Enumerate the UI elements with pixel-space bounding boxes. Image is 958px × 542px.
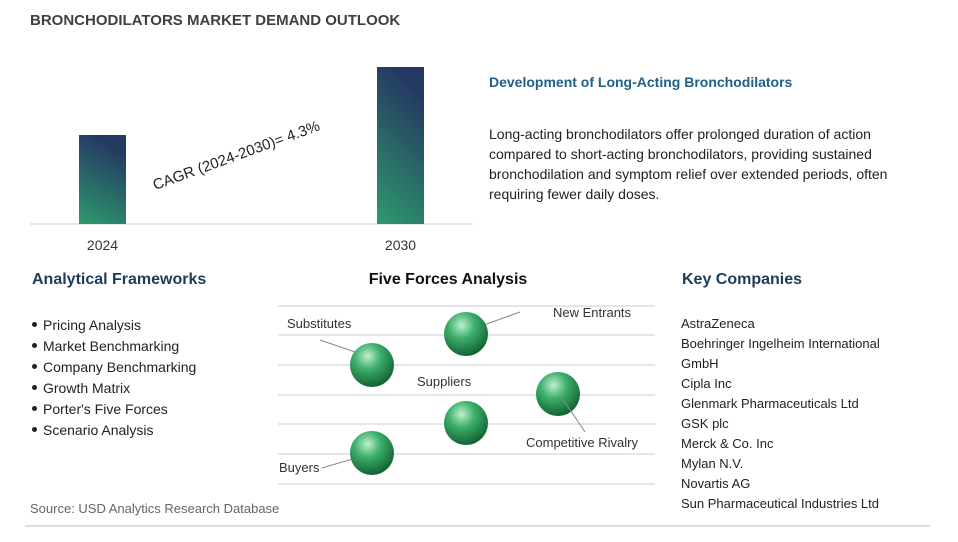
- bullet: [32, 406, 37, 412]
- list-item: Scenario Analysis: [30, 420, 196, 441]
- list-item: Boehringer Ingelheim International GmbH: [681, 334, 909, 374]
- page-title: BRONCHODILATORS MARKET DEMAND OUTLOOK: [30, 12, 401, 29]
- list-item: AstraZeneca: [681, 314, 909, 334]
- list-text: Sun Pharmaceutical Industries Ltd: [681, 496, 879, 511]
- bar: [79, 135, 126, 224]
- bullet: [32, 343, 37, 349]
- force-label: Substitutes: [287, 316, 352, 331]
- list-item: Cipla Inc: [681, 374, 909, 394]
- highlight-title: Development of Long-Acting Bronchodilato…: [489, 74, 793, 90]
- list-text: Pricing Analysis: [43, 317, 142, 333]
- list-item: Market Benchmarking: [30, 336, 196, 357]
- list-item: Novartis AG: [681, 474, 909, 494]
- list-item: Porter's Five Forces: [30, 399, 196, 420]
- list-item: Mylan N.V.: [681, 454, 909, 474]
- connector: [319, 339, 356, 353]
- list-item: Company Benchmarking: [30, 357, 196, 378]
- companies-title: Key Companies: [682, 271, 803, 288]
- list-item: GSK plc: [681, 414, 909, 434]
- list-text: GSK plc: [681, 416, 729, 431]
- frameworks-title: Analytical Frameworks: [32, 271, 207, 288]
- list-item: Pricing Analysis: [30, 315, 196, 336]
- cagr-annotation: CAGR (2024-2030)= 4.3%: [151, 118, 323, 194]
- bullet: [32, 322, 37, 328]
- bar: [377, 67, 424, 224]
- list-text: Growth Matrix: [43, 380, 131, 396]
- list-text: Porter's Five Forces: [43, 401, 168, 417]
- list-text: Cipla Inc: [681, 376, 732, 391]
- list-item: Sun Pharmaceutical Industries Ltd: [681, 494, 909, 514]
- list-text: Market Benchmarking: [43, 338, 180, 354]
- five-forces-title: Five Forces Analysis: [368, 271, 528, 288]
- list-text: Merck & Co. Inc: [681, 436, 774, 451]
- force-sphere: [350, 343, 394, 387]
- list-text: Scenario Analysis: [43, 422, 154, 438]
- force-label: Buyers: [279, 460, 320, 475]
- force-label: Competitive Rivalry: [526, 435, 638, 450]
- list-text: Company Benchmarking: [43, 359, 197, 375]
- force-label: Suppliers: [417, 374, 472, 389]
- list-text: Mylan N.V.: [681, 456, 744, 471]
- force-sphere: [444, 312, 488, 356]
- frameworks-list: Pricing Analysis Market Benchmarking Compa…: [30, 315, 196, 441]
- list-item: Merck & Co. Inc: [681, 434, 909, 454]
- five-forces: Substitutes New Entrants Suppliers Competit…: [278, 305, 655, 485]
- list-text: AstraZeneca: [681, 316, 755, 331]
- bullet: [32, 385, 37, 391]
- bullet: [32, 364, 37, 370]
- list-text: Boehringer Ingelheim International GmbH: [681, 336, 880, 371]
- list-item: Glenmark Pharmaceuticals Ltd: [681, 394, 909, 414]
- companies-list: AstraZeneca Boehringer Ingelheim Internat…: [681, 314, 909, 514]
- list-item: Growth Matrix: [30, 378, 196, 399]
- highlight-text: Long-acting bronchodilators offer prolon…: [489, 126, 888, 202]
- connector: [561, 397, 586, 433]
- force-label: New Entrants: [553, 305, 632, 320]
- force-sphere: [444, 401, 488, 445]
- bullet: [32, 427, 37, 433]
- force-sphere: [536, 372, 580, 416]
- x-tick-label: 2030: [385, 237, 416, 253]
- force-sphere: [350, 431, 394, 475]
- x-tick-label: 2024: [87, 237, 118, 253]
- source: Source: USD Analytics Research Database: [30, 501, 280, 516]
- list-text: Glenmark Pharmaceuticals Ltd: [681, 396, 859, 411]
- list-text: Novartis AG: [681, 476, 751, 491]
